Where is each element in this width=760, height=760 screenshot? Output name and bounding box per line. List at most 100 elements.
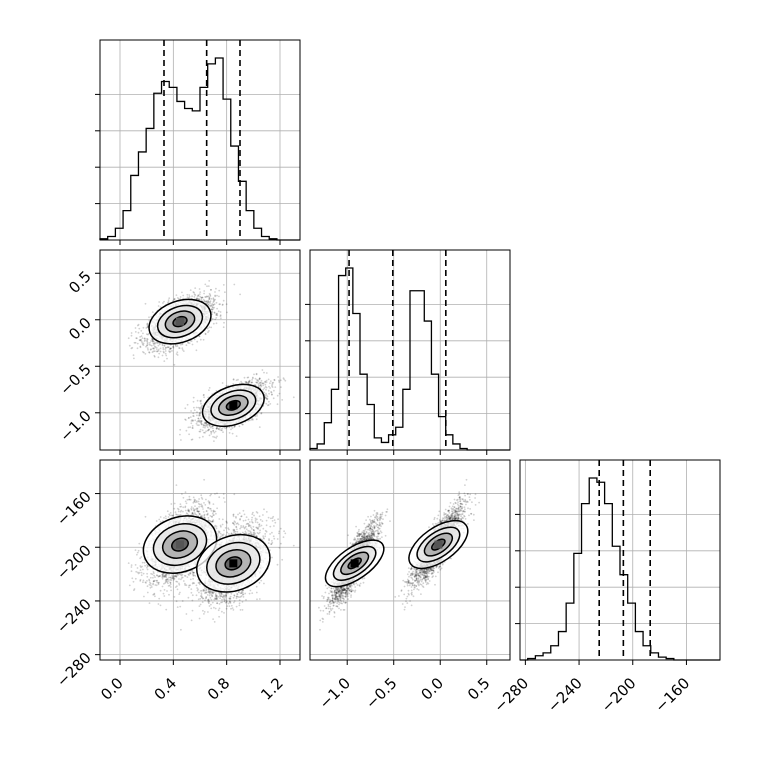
sample-point xyxy=(188,294,191,296)
sample-point xyxy=(198,424,200,427)
sample-point xyxy=(198,419,201,422)
sample-point xyxy=(269,382,271,385)
sample-point xyxy=(210,430,212,433)
sample-point xyxy=(212,427,214,430)
sample-point xyxy=(147,348,149,351)
sample-point xyxy=(146,338,149,341)
sample-point xyxy=(245,381,248,383)
sample-point xyxy=(207,295,210,298)
sample-point xyxy=(146,347,149,349)
sample-point xyxy=(212,429,215,432)
sample-point xyxy=(276,403,279,406)
sample-point xyxy=(169,347,172,350)
sample-point xyxy=(187,342,190,344)
sample-point xyxy=(278,379,280,382)
sample-point xyxy=(204,426,206,429)
sample-point xyxy=(163,300,165,303)
sample-point xyxy=(257,384,260,387)
sample-point xyxy=(266,404,269,407)
sample-point xyxy=(204,421,206,424)
sample-point xyxy=(211,311,213,314)
sample-point xyxy=(158,343,161,346)
sample-point xyxy=(210,297,213,300)
sample-point xyxy=(243,376,246,379)
sample-point xyxy=(157,344,160,347)
sample-point xyxy=(248,380,250,383)
sample-point xyxy=(260,379,263,382)
sample-point xyxy=(188,342,191,344)
sample-point xyxy=(201,429,204,432)
sample-point xyxy=(252,418,254,421)
sample-point xyxy=(143,337,146,340)
sample-point xyxy=(225,303,228,306)
sample-point xyxy=(205,421,207,424)
sample-point xyxy=(263,371,265,374)
sample-point xyxy=(215,287,217,290)
sample-point xyxy=(232,378,235,380)
sample-point xyxy=(203,424,206,427)
sample-point xyxy=(156,350,159,353)
sample-point xyxy=(213,299,216,302)
sample-point xyxy=(258,385,260,388)
sample-point xyxy=(164,348,167,350)
sample-point xyxy=(214,295,217,298)
sample-point xyxy=(161,354,164,357)
sample-point xyxy=(222,431,224,433)
sample-point xyxy=(213,436,216,439)
sample-point xyxy=(205,296,207,298)
sample-point xyxy=(197,298,199,300)
sample-point xyxy=(192,415,195,417)
sample-point xyxy=(202,426,205,429)
sample-point xyxy=(211,310,213,313)
sample-point xyxy=(264,397,267,399)
sample-point xyxy=(208,387,211,389)
sample-point xyxy=(173,297,176,300)
sample-point xyxy=(187,297,190,299)
sample-point xyxy=(223,426,226,429)
sample-point xyxy=(250,381,253,384)
sample-point xyxy=(191,419,193,421)
sample-point xyxy=(204,431,206,434)
sample-point xyxy=(215,301,218,304)
sample-point xyxy=(136,342,139,345)
sample-point xyxy=(209,301,211,304)
sample-point xyxy=(211,303,214,305)
histogram-step-1 xyxy=(309,267,510,451)
sample-point xyxy=(187,341,189,344)
sample-point xyxy=(228,432,231,434)
sample-point xyxy=(199,408,201,411)
sample-point xyxy=(241,382,243,384)
sample-point xyxy=(271,393,273,396)
sample-point xyxy=(190,438,193,441)
sample-point xyxy=(198,298,201,301)
sample-point xyxy=(168,348,171,351)
sample-point xyxy=(199,420,202,422)
sample-point xyxy=(212,322,215,325)
sample-point xyxy=(190,410,193,412)
sample-point xyxy=(207,300,210,303)
sample-point xyxy=(141,337,144,339)
sample-point xyxy=(196,340,199,343)
sample-point xyxy=(209,289,212,291)
sample-point xyxy=(148,351,151,354)
sample-point xyxy=(213,440,215,442)
sample-point xyxy=(208,389,210,392)
sample-point xyxy=(146,343,149,345)
sample-point xyxy=(199,400,202,402)
sample-point xyxy=(145,345,147,348)
sample-point xyxy=(203,431,205,434)
sample-point xyxy=(142,332,144,335)
sample-point xyxy=(213,303,216,306)
sample-point xyxy=(191,420,194,422)
sample-point xyxy=(271,382,274,384)
sample-point xyxy=(204,332,207,335)
sample-point xyxy=(205,422,208,424)
sample-point xyxy=(204,333,207,336)
sample-point xyxy=(207,331,209,334)
sample-point xyxy=(195,349,198,352)
sample-point xyxy=(263,391,266,394)
sample-point xyxy=(201,296,204,299)
sample-point xyxy=(144,339,147,341)
sample-point xyxy=(146,323,149,325)
sample-point xyxy=(167,346,169,349)
